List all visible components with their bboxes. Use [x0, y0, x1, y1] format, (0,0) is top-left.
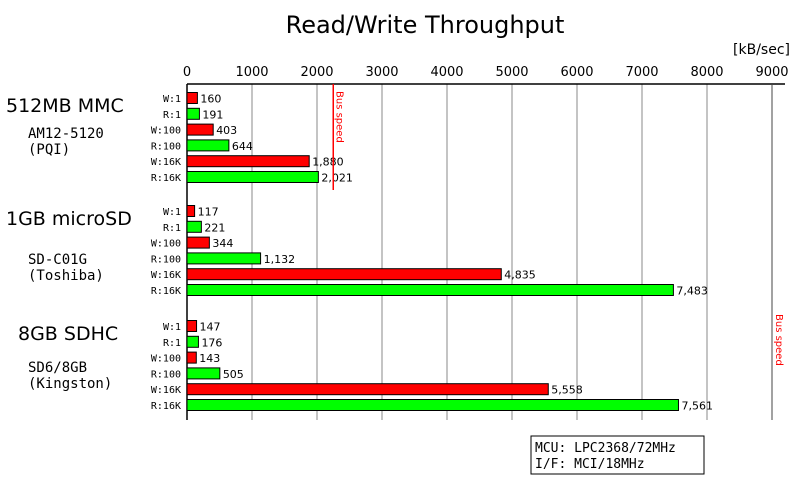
bar-category-label: W:1: [163, 322, 181, 333]
read-bar: [186, 139, 230, 152]
x-tick-label: 3000: [365, 65, 398, 80]
read-bar: [186, 335, 199, 348]
group-name: 1GB microSD: [6, 208, 132, 230]
write-bar: [186, 123, 214, 136]
unit-label: [kB/sec]: [733, 42, 790, 58]
read-bar: [186, 171, 319, 183]
x-tick-label: 1000: [235, 65, 268, 80]
device-model: AM12-5120: [28, 126, 104, 142]
write-bar: [186, 320, 198, 332]
x-tick-label: 7000: [625, 65, 658, 80]
bar-value-label: 344: [212, 237, 233, 250]
bar-value-label: 160: [200, 93, 221, 106]
bar-category-label: W:16K: [151, 270, 181, 281]
group-name: 512MB MMC: [6, 95, 124, 117]
device-maker: (PQI): [28, 142, 70, 158]
bar-value-label: 4,835: [504, 269, 536, 282]
write-bar: [186, 155, 310, 168]
bar-value-label: 505: [223, 368, 244, 381]
write-bar: [186, 351, 197, 364]
x-tick-label: 4000: [430, 65, 463, 80]
bar-category-label: R:1: [163, 223, 181, 234]
bar-value-label: 176: [201, 336, 222, 349]
write-bar: [186, 268, 502, 281]
x-tick-label: 8000: [690, 65, 723, 80]
read-bar: [186, 252, 262, 265]
bar-category-label: R:1: [163, 110, 181, 121]
chart-title: Read/Write Throughput: [286, 11, 565, 39]
bar-category-label: R:100: [151, 254, 181, 265]
x-tick-label: 5000: [495, 65, 528, 80]
bar-category-label: W:16K: [151, 157, 181, 168]
read-bar: [186, 399, 679, 411]
bar-value-label: 7,483: [676, 285, 708, 298]
bar-category-label: R:16K: [151, 401, 181, 412]
read-bar: [186, 284, 674, 296]
bar-value-label: 147: [200, 321, 221, 334]
bar-value-label: 117: [198, 206, 219, 219]
write-bar: [186, 205, 196, 217]
bar-value-label: 5,558: [551, 384, 583, 397]
bar-category-label: W:100: [151, 126, 181, 137]
bus-speed-label-sd: Bus speed: [773, 314, 784, 366]
group-name: 8GB SDHC: [18, 323, 118, 345]
mcu-info-line: MCU: LPC2368/72MHz: [535, 441, 676, 456]
read-bar: [186, 367, 221, 380]
device-maker: (Kingston): [28, 376, 112, 392]
x-tick-label: 2000: [300, 65, 333, 80]
device-maker: (Toshiba): [28, 268, 104, 284]
bus-speed-label: Bus speed: [333, 91, 344, 143]
read-bar: [186, 107, 200, 120]
bar-value-label: 143: [199, 352, 220, 365]
bar-value-label: 644: [232, 140, 253, 153]
x-tick-label: 6000: [560, 65, 593, 80]
bar-value-label: 221: [204, 221, 225, 234]
bar-value-label: 403: [216, 124, 237, 137]
bar-category-label: W:16K: [151, 385, 181, 396]
mcu-info-line: I/F: MCI/18MHz: [535, 457, 645, 472]
bar-category-label: W:1: [163, 207, 181, 218]
bar-category-label: R:100: [151, 141, 181, 152]
bar-category-label: R:16K: [151, 173, 181, 184]
x-tick-label: 0: [183, 65, 191, 80]
bar-value-label: 1,132: [264, 253, 296, 266]
bar-category-label: W:100: [151, 239, 181, 250]
bar-value-label: 1,880: [312, 156, 344, 169]
bar-value-label: 191: [202, 108, 223, 121]
read-bar: [186, 220, 202, 233]
bar-category-label: W:100: [151, 354, 181, 365]
device-model: SD-C01G: [28, 252, 87, 268]
mcu-info-box: [530, 435, 705, 475]
bar-value-label: 7,561: [681, 400, 713, 413]
bar-category-label: W:1: [163, 94, 181, 105]
write-bar: [186, 92, 198, 104]
bar-value-label: 2,021: [321, 172, 353, 185]
bar-category-label: R:1: [163, 338, 181, 349]
write-bar: [186, 383, 549, 396]
bar-category-label: R:16K: [151, 286, 181, 297]
bar-category-label: R:100: [151, 369, 181, 380]
device-model: SD6/8GB: [28, 360, 87, 376]
write-bar: [186, 236, 210, 249]
x-tick-label: 9000: [755, 65, 788, 80]
